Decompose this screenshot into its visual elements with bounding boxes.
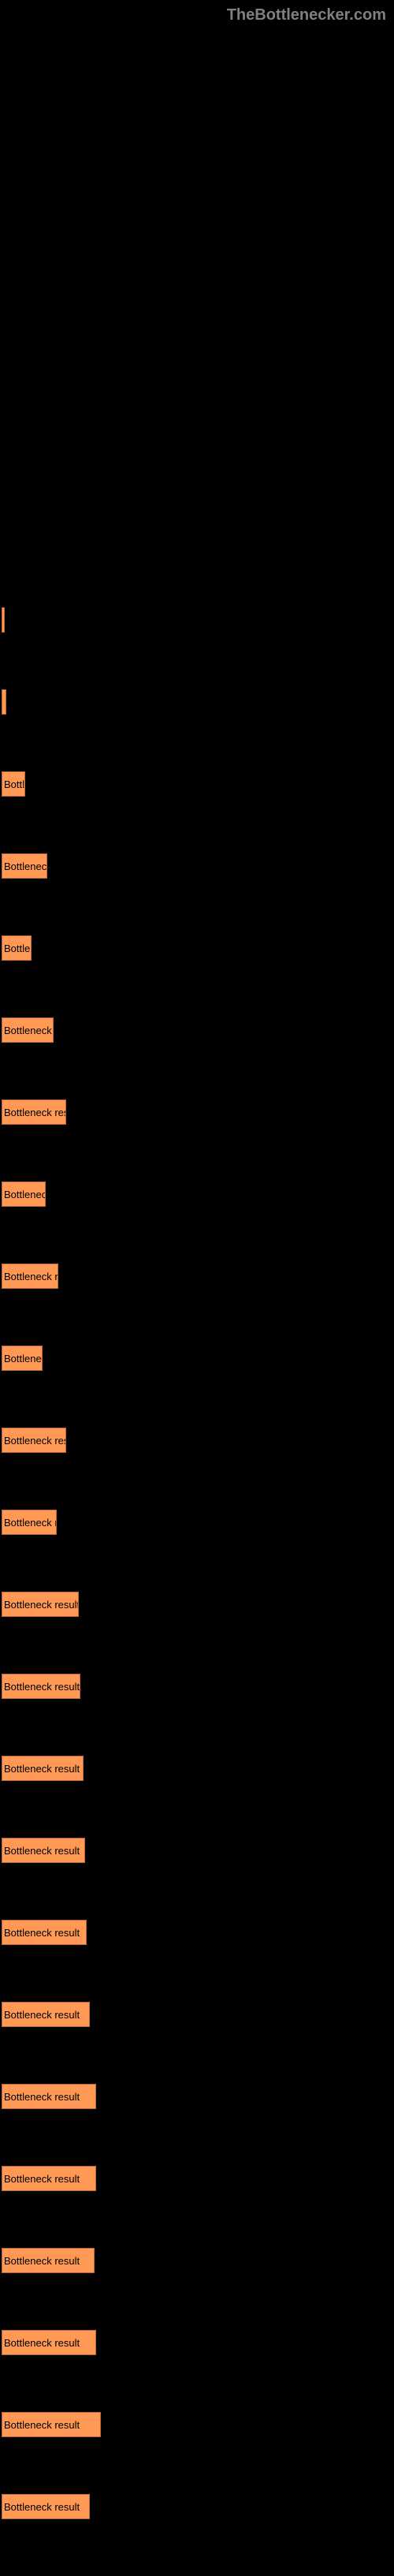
- bar-row: Bottl: [2, 771, 394, 797]
- chart-bar: Bottleneck result: [2, 2330, 96, 2355]
- bar-row: Bottleneck result: [2, 1592, 394, 1617]
- chart-bar: Bottleneck result: [2, 1920, 87, 1945]
- chart-bar: Bottleneck result: [2, 1838, 85, 1863]
- bar-row: Bottler: [2, 935, 394, 961]
- bar-row: Bottleneck result: [2, 2248, 394, 2273]
- bar-row: Bottleneck re: [2, 1510, 394, 1535]
- chart-bar: Bottleneck result: [2, 2412, 101, 2437]
- bar-row: Bottleneck result: [2, 1920, 394, 1945]
- bar-row: Bottleneck result: [2, 2084, 394, 2109]
- bar-row: Bottleneck resu: [2, 1428, 394, 1453]
- chart-bar: Bottleneck result: [2, 1592, 79, 1617]
- bar-row: Bottleneck result: [2, 1838, 394, 1863]
- chart-bar: Bottleneck result: [2, 1674, 80, 1699]
- chart-bar: Bottleneck resu: [2, 1428, 66, 1453]
- chart-bar: [2, 689, 6, 715]
- bar-row: Bottleneck: [2, 853, 394, 879]
- bar-row: Bottleneck result: [2, 1674, 394, 1699]
- bar-chart: Bottl Bottleneck Bottler Bottleneck r Bottle…: [0, 0, 394, 2519]
- chart-bar: Bottleneck result: [2, 1756, 84, 1781]
- chart-bar: Bottleneck: [2, 1182, 46, 1207]
- bar-row: Bottleneck: [2, 1182, 394, 1207]
- bar-row: Bottleneck result: [2, 2412, 394, 2437]
- bar-row: Bottleneck resu: [2, 1099, 394, 1125]
- bar-row: Bottleneck re: [2, 1264, 394, 1289]
- chart-bar: Bottleneck: [2, 853, 47, 879]
- watermark-text: TheBottlenecker.com: [227, 6, 386, 24]
- bar-row: [2, 607, 394, 633]
- chart-bar: Bottleneck r: [2, 1017, 54, 1043]
- chart-bar: Bottler: [2, 935, 32, 961]
- bar-row: Bottleneck result: [2, 2166, 394, 2191]
- bar-row: Bottleneck result: [2, 2330, 394, 2355]
- chart-bar: Bottleneck re: [2, 1510, 57, 1535]
- bar-row: Bottleneck result: [2, 2002, 394, 2027]
- bar-row: Bottlenec: [2, 1346, 394, 1371]
- bar-row: Bottleneck result: [2, 2494, 394, 2519]
- bar-row: [2, 689, 394, 715]
- chart-bar: [2, 607, 5, 633]
- chart-bar: Bottleneck resu: [2, 1099, 66, 1125]
- bar-row: Bottleneck result: [2, 1756, 394, 1781]
- chart-bar: Bottleneck result: [2, 2248, 95, 2273]
- chart-bar: Bottl: [2, 771, 25, 797]
- chart-bar: Bottleneck result: [2, 2494, 90, 2519]
- chart-bar: Bottleneck re: [2, 1264, 58, 1289]
- chart-bar: Bottleneck result: [2, 2084, 96, 2109]
- chart-bar: Bottleneck result: [2, 2002, 90, 2027]
- chart-bar: Bottleneck result: [2, 2166, 96, 2191]
- bar-row: Bottleneck r: [2, 1017, 394, 1043]
- chart-bar: Bottlenec: [2, 1346, 43, 1371]
